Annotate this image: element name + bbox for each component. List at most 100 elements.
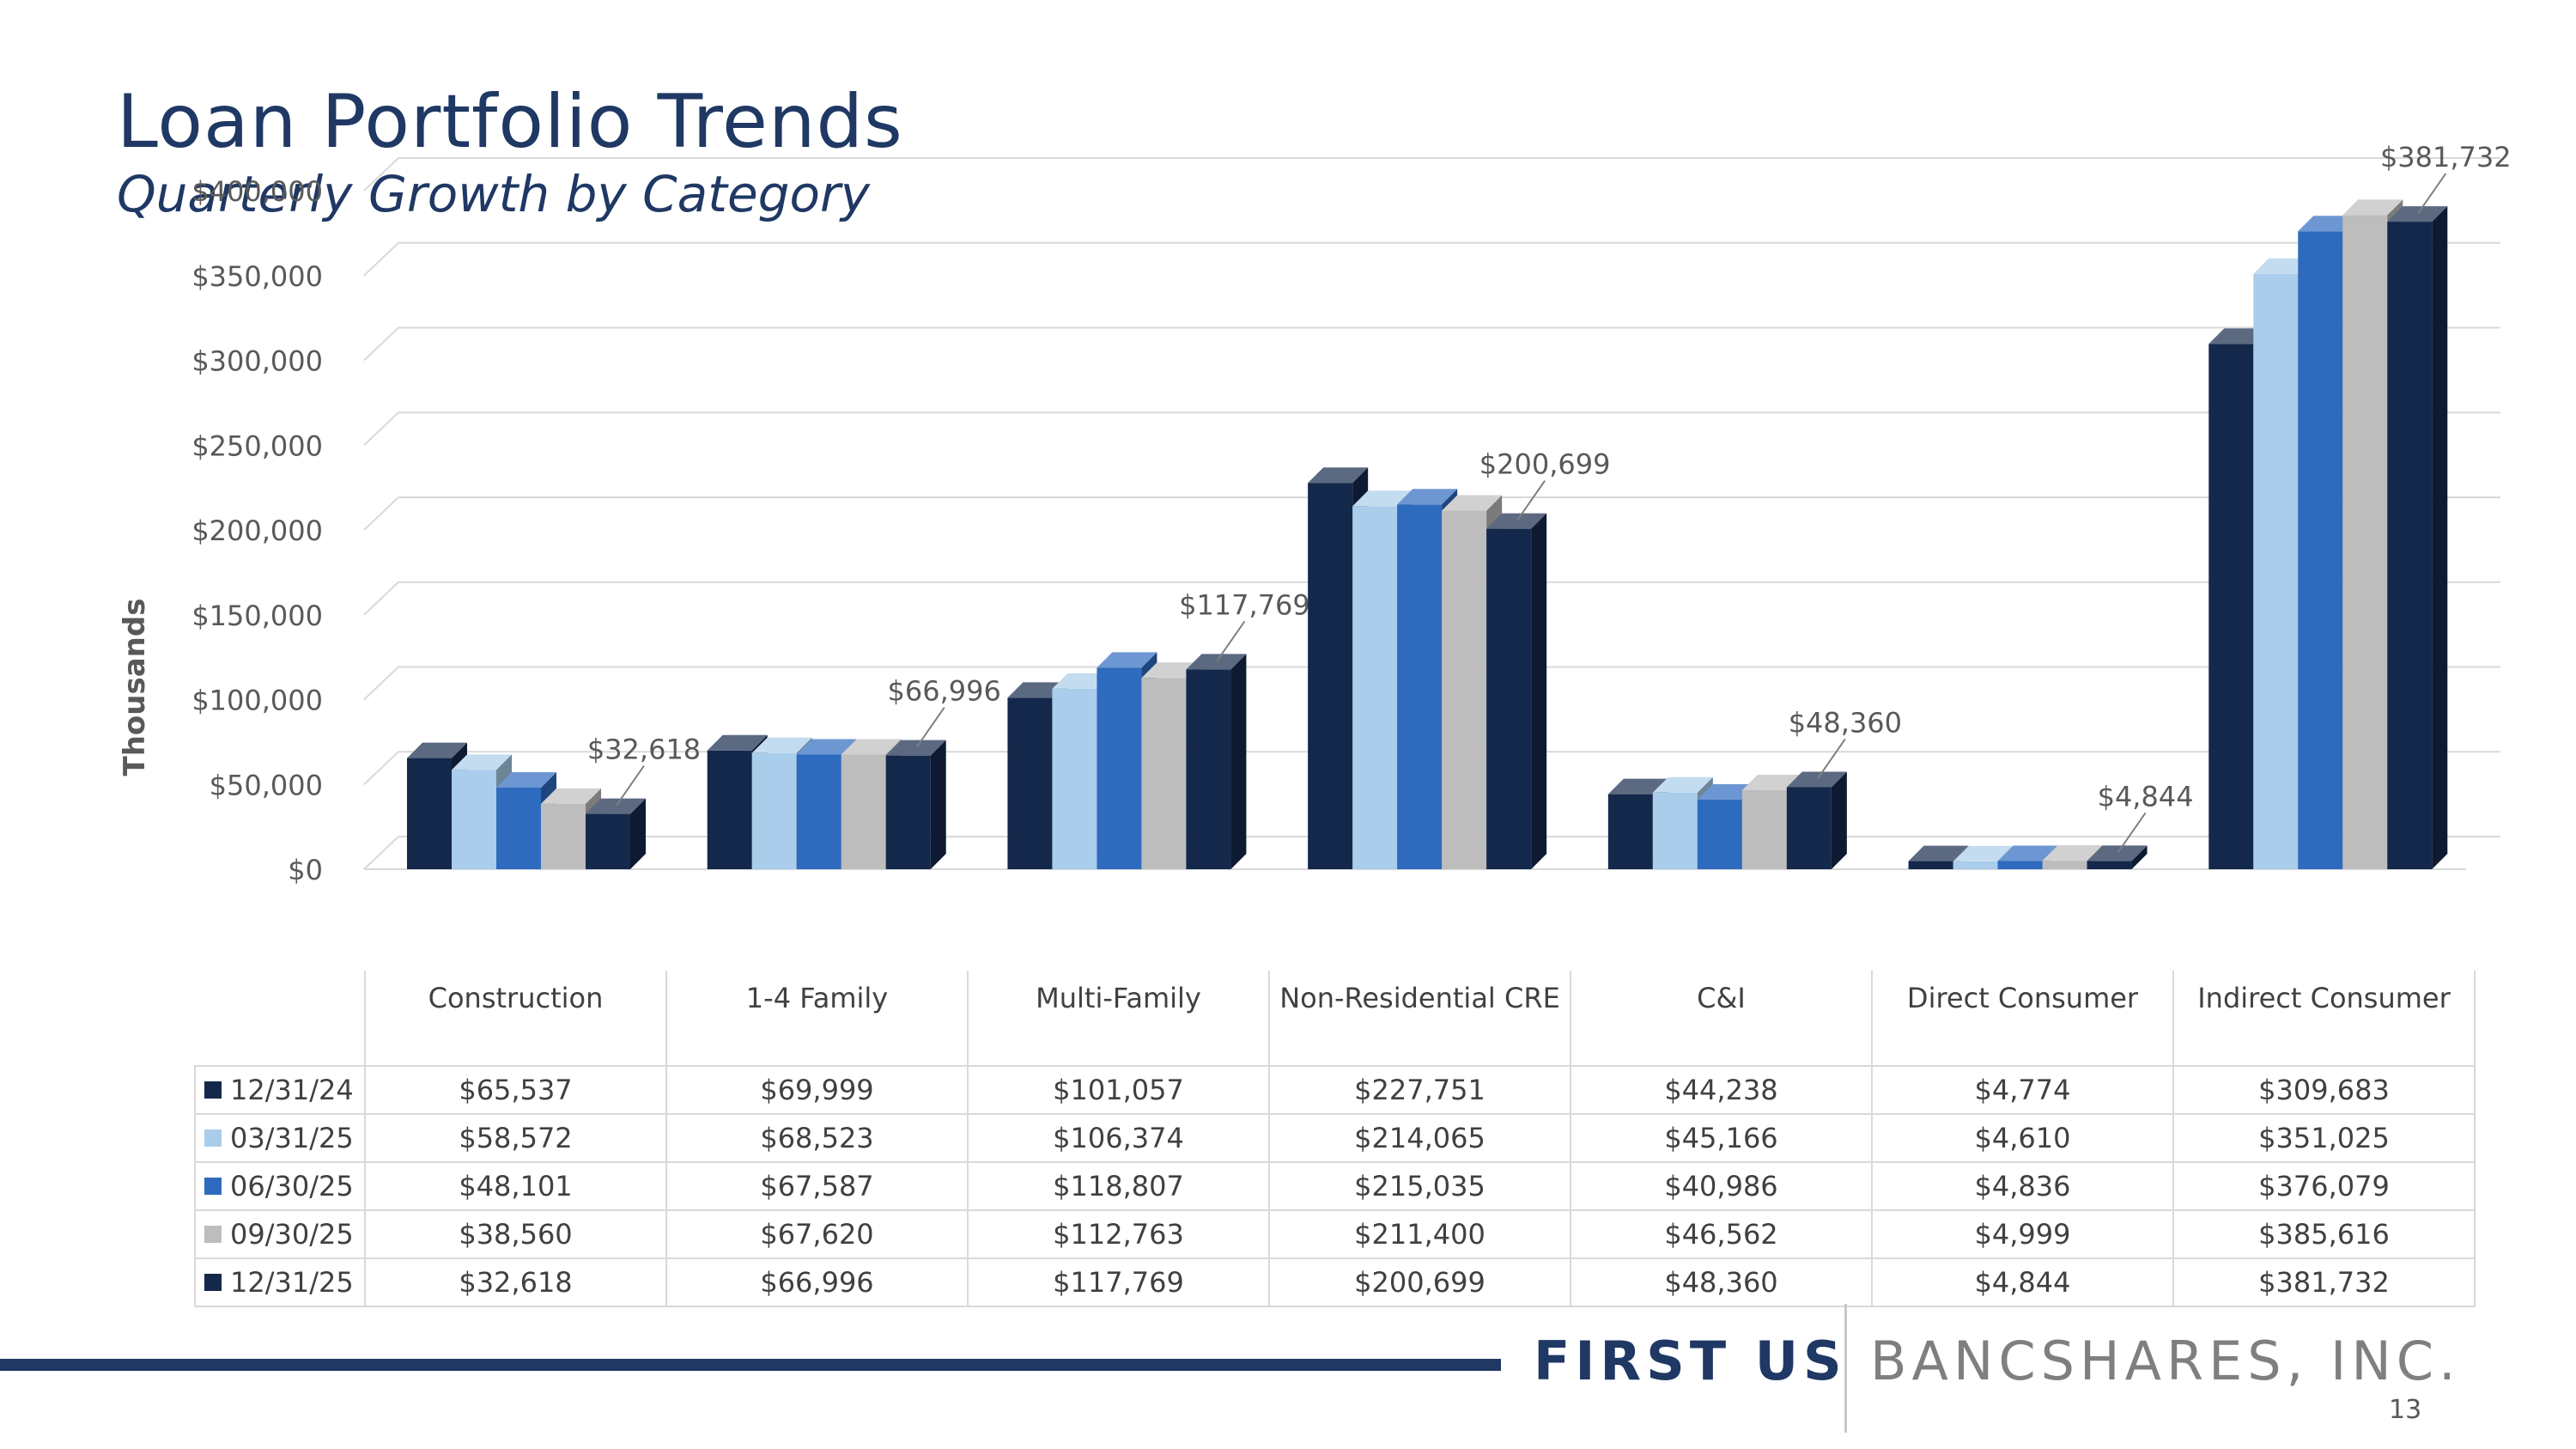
bar-top bbox=[496, 772, 556, 788]
table-row: 12/31/24 $65,537 $69,999 $101,057 $227,751 $4… bbox=[194, 1065, 2476, 1115]
bar-top bbox=[2042, 845, 2103, 861]
bar bbox=[586, 813, 630, 869]
y-axis-label: Thousands bbox=[118, 599, 152, 776]
table-cell: $101,057 bbox=[967, 1065, 1270, 1115]
bar-top bbox=[751, 737, 812, 753]
table-row: 06/30/25 $48,101 $67,587 $118,807 $215,035 $4… bbox=[194, 1161, 2476, 1211]
data-label: $4,844 bbox=[2098, 780, 2194, 813]
footer-rule bbox=[0, 1359, 1501, 1371]
bar-top bbox=[1186, 654, 1247, 670]
bar bbox=[1186, 669, 1231, 869]
gridline-side bbox=[363, 411, 399, 446]
bar bbox=[1442, 510, 1487, 869]
bar bbox=[1052, 688, 1097, 869]
brand-divider bbox=[1844, 1304, 1847, 1433]
table-cell: $67,620 bbox=[665, 1209, 969, 1259]
series-label: 03/31/25 bbox=[194, 1113, 366, 1163]
category-label: Non-Residential CRE bbox=[1268, 971, 1571, 1067]
category-label: Construction bbox=[364, 971, 667, 1067]
data-label-leader bbox=[1817, 738, 1846, 780]
bar-top bbox=[2342, 199, 2403, 216]
bar bbox=[452, 770, 496, 869]
data-label: $48,360 bbox=[1789, 706, 1902, 739]
bar-top bbox=[1741, 775, 1802, 791]
bar-top bbox=[452, 754, 512, 770]
bar bbox=[707, 750, 752, 869]
bar-side bbox=[1831, 771, 1847, 869]
bar bbox=[2342, 215, 2388, 870]
bar-top bbox=[1097, 652, 1157, 668]
bar-top bbox=[796, 739, 857, 755]
bar-top bbox=[1308, 467, 1369, 484]
table-cell: $67,587 bbox=[665, 1161, 969, 1211]
table-cell: $4,610 bbox=[1871, 1113, 2174, 1163]
series-name: 12/31/24 bbox=[230, 1074, 354, 1106]
table-row: 09/30/25 $38,560 $67,620 $112,763 $211,400 $4… bbox=[194, 1209, 2476, 1259]
table-cell: $65,537 bbox=[364, 1065, 667, 1115]
bar bbox=[407, 758, 452, 869]
y-tick-label: $300,000 bbox=[191, 345, 323, 378]
bar-top bbox=[707, 734, 768, 751]
brand-logo-primary: FIRST US bbox=[1534, 1330, 1847, 1392]
bar bbox=[2208, 344, 2254, 869]
slide-subtitle: Quarterly Growth by Category bbox=[117, 165, 871, 223]
bar-top bbox=[2087, 845, 2148, 861]
y-tick-label: $50,000 bbox=[210, 769, 323, 801]
table-cell: $4,774 bbox=[1871, 1065, 2174, 1115]
category-label: Direct Consumer bbox=[1871, 971, 2174, 1067]
y-tick-label: $100,000 bbox=[191, 685, 323, 717]
data-label-leader bbox=[616, 765, 645, 807]
table-cell: $381,732 bbox=[2172, 1257, 2476, 1307]
loan-portfolio-chart: $0 $50,000 $100,000 $150,000 $200,000 $250,00… bbox=[118, 141, 2512, 886]
data-label: $117,769 bbox=[1179, 588, 1310, 621]
bar bbox=[496, 788, 541, 869]
category-label: Multi-Family bbox=[967, 971, 1270, 1067]
gridline-side bbox=[363, 581, 399, 616]
data-label-leader bbox=[1216, 620, 1246, 661]
bar bbox=[1097, 667, 1142, 869]
table-cell: $309,683 bbox=[2172, 1065, 2476, 1115]
legend-swatch bbox=[204, 1178, 222, 1195]
table-cell: $40,986 bbox=[1570, 1161, 1873, 1211]
table-cell: $117,769 bbox=[967, 1257, 1270, 1307]
legend-swatch bbox=[204, 1226, 222, 1243]
page-number: 13 bbox=[2389, 1395, 2422, 1425]
gridline-side bbox=[363, 666, 399, 701]
bar-top bbox=[1953, 845, 2014, 861]
bar-top bbox=[1442, 495, 1503, 511]
data-label: $381,732 bbox=[2380, 141, 2512, 174]
table-cell: $45,166 bbox=[1570, 1113, 1873, 1163]
table-row: 03/31/25 $58,572 $68,523 $106,374 $214,065 $4… bbox=[194, 1113, 2476, 1163]
slide-title: Loan Portfolio Trends bbox=[117, 79, 903, 165]
table-cell: $215,035 bbox=[1268, 1161, 1571, 1211]
table-cell: $32,618 bbox=[364, 1257, 667, 1307]
bar-top bbox=[1997, 845, 2058, 861]
bar-side bbox=[2432, 206, 2448, 870]
bar-side bbox=[1531, 513, 1547, 869]
bar-side bbox=[1230, 654, 1247, 869]
table-cell: $48,360 bbox=[1570, 1257, 1873, 1307]
gridline-side bbox=[363, 242, 399, 277]
table-cell: $46,562 bbox=[1570, 1209, 1873, 1259]
bar bbox=[2298, 231, 2343, 869]
table-cell: $44,238 bbox=[1570, 1065, 1873, 1115]
table-row: 12/31/25 $32,618 $66,996 $117,769 $200,699 $4… bbox=[194, 1257, 2476, 1307]
table-cell: $200,699 bbox=[1268, 1257, 1571, 1307]
series-name: 06/30/25 bbox=[230, 1170, 354, 1202]
table-cell: $68,523 bbox=[665, 1113, 969, 1163]
table-cell: $4,844 bbox=[1871, 1257, 2174, 1307]
bar bbox=[2253, 273, 2299, 870]
table-cell: $227,751 bbox=[1268, 1065, 1571, 1115]
legend-swatch bbox=[204, 1129, 222, 1147]
bar-top bbox=[1607, 778, 1668, 795]
bar-top bbox=[885, 740, 946, 756]
table-cell: $376,079 bbox=[2172, 1161, 2476, 1211]
table-cell: $48,101 bbox=[364, 1161, 667, 1211]
data-label: $66,996 bbox=[888, 675, 1001, 708]
table-cell: $214,065 bbox=[1268, 1113, 1571, 1163]
bar bbox=[1308, 483, 1353, 869]
table-cell: $66,996 bbox=[665, 1257, 969, 1307]
bar-top bbox=[1908, 845, 1969, 861]
y-tick-label: $400,000 bbox=[191, 175, 323, 208]
bar-top bbox=[841, 739, 902, 755]
